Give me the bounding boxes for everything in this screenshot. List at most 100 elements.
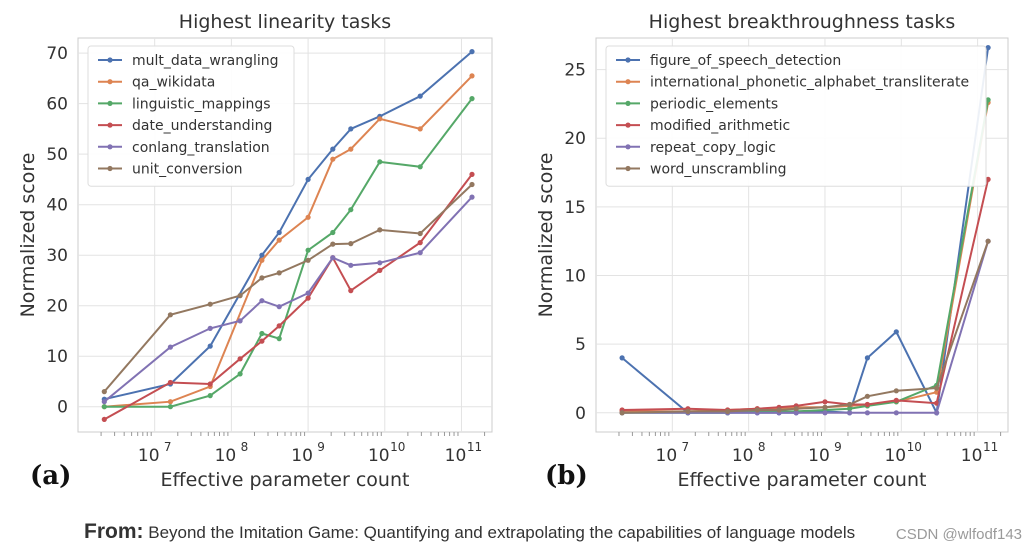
data-point — [330, 229, 336, 236]
x-axis-label: Effective parameter count — [678, 469, 927, 491]
chart-title: Highest breakthroughness tasks — [649, 11, 956, 33]
data-point — [417, 164, 423, 170]
x-tick-exponent: 9 — [317, 440, 325, 454]
data-point — [985, 238, 991, 244]
series-line — [104, 97, 473, 408]
data-point — [237, 293, 243, 299]
data-point — [893, 410, 899, 416]
y-axis-label: Normalized score — [17, 153, 39, 318]
legend-label: unit_conversion — [132, 162, 243, 178]
data-point — [417, 126, 423, 132]
data-point — [101, 404, 107, 410]
data-point — [348, 207, 354, 213]
data-point — [237, 356, 243, 362]
data-point — [793, 406, 799, 412]
data-point — [330, 255, 336, 261]
data-point — [348, 241, 354, 247]
data-point — [348, 126, 354, 132]
data-point — [934, 410, 940, 416]
data-point — [348, 262, 354, 268]
x-tick-exponent: 11 — [983, 440, 998, 454]
data-point — [305, 247, 311, 253]
y-tick-label: 30 — [46, 246, 68, 266]
data-point — [167, 399, 173, 405]
x-tick-label: 10 — [291, 446, 313, 466]
x-tick-label: 10 — [215, 446, 237, 466]
y-tick-label: 50 — [46, 145, 68, 165]
y-axis-label: Normalized score — [535, 153, 557, 318]
data-point — [348, 146, 354, 152]
legend-label: mult_data_wrangling — [132, 53, 279, 69]
legend-box — [605, 45, 987, 187]
data-point — [377, 159, 383, 165]
data-point — [864, 410, 871, 416]
y-tick-label: 40 — [46, 196, 68, 216]
legend-swatch-marker — [625, 100, 631, 106]
y-tick-label: 0 — [575, 404, 586, 424]
x-tick-label: 10 — [368, 446, 390, 466]
legend-label: conlang_translation — [132, 140, 270, 156]
data-point — [259, 257, 265, 263]
legend-label: linguistic_mappings — [132, 96, 271, 112]
data-point — [934, 385, 940, 391]
legend-swatch-marker — [625, 165, 631, 172]
data-point — [348, 288, 354, 294]
x-tick-label: 10 — [884, 446, 906, 466]
data-point — [417, 250, 423, 256]
data-point — [822, 399, 828, 405]
x-tick-exponent: 7 — [682, 440, 690, 454]
legend-swatch-marker — [107, 100, 113, 106]
x-tick-exponent: 7 — [164, 440, 172, 454]
data-point — [619, 355, 625, 361]
source-caption: From: Beyond the Imitation Game: Quantif… — [84, 520, 855, 544]
legend-label: periodic_elements — [650, 96, 778, 112]
data-point — [167, 404, 173, 410]
legend-label: word_unscrambling — [650, 162, 787, 178]
x-tick-label: 10 — [732, 446, 754, 466]
x-tick-label: 10 — [961, 446, 983, 466]
data-point — [276, 229, 282, 236]
data-point — [893, 388, 899, 394]
legend-swatch-marker — [625, 79, 631, 85]
y-tick-label: 25 — [564, 61, 586, 81]
data-point — [864, 355, 871, 361]
data-point — [259, 252, 265, 258]
data-point — [893, 397, 899, 403]
data-point — [619, 410, 625, 416]
data-point — [469, 181, 475, 188]
data-point — [822, 404, 828, 410]
data-point — [276, 270, 282, 276]
data-point — [259, 338, 265, 344]
series-qa_wikidata — [101, 73, 475, 410]
legend: figure_of_speech_detection international_… — [605, 45, 987, 187]
data-point — [934, 400, 940, 406]
y-tick-label: 70 — [46, 44, 68, 64]
legend-label: date_understanding — [132, 118, 272, 134]
series-conlang_translation — [101, 194, 475, 405]
y-tick-label: 20 — [564, 129, 586, 149]
legend-label: modified_arithmetic — [650, 118, 790, 134]
legend-label: international_phonetic_alphabet_translit… — [650, 75, 969, 91]
legend-swatch-marker — [107, 79, 113, 85]
data-point — [305, 257, 311, 263]
data-point — [469, 96, 475, 102]
series-date_understanding — [101, 171, 475, 422]
y-tick-label: 0 — [57, 398, 68, 418]
data-point — [417, 240, 423, 246]
legend-label: figure_of_speech_detection — [650, 53, 841, 69]
data-point — [305, 295, 311, 301]
data-point — [985, 97, 991, 103]
x-axis-label: Effective parameter count — [161, 469, 410, 491]
data-point — [377, 227, 383, 233]
data-point — [207, 325, 213, 331]
caption-lead: From: — [84, 520, 144, 543]
watermark: CSDN @wlfodf143 — [895, 526, 1022, 543]
data-point — [207, 343, 213, 349]
legend-swatch-marker — [625, 144, 631, 150]
data-point — [469, 73, 475, 79]
legend-label: qa_wikidata — [132, 75, 215, 91]
data-point — [167, 379, 173, 386]
data-point — [985, 176, 991, 182]
data-point — [207, 393, 213, 399]
